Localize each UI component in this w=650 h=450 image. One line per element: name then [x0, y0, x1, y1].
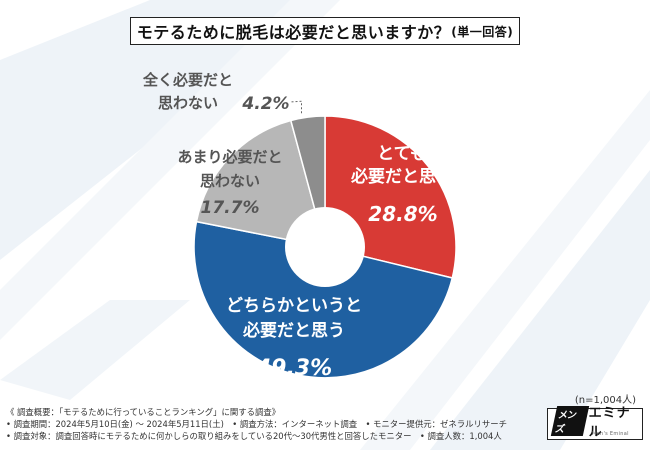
slice-label: 思わない: [200, 172, 260, 190]
slice-label: どちらかというと: [226, 296, 362, 316]
survey-target: • 調査対象：調査回答時にモテるために何かしらの取り組みをしている20代～30代…: [6, 431, 502, 441]
slice-value-label: 4.2%: [241, 94, 289, 114]
slice-label: とても: [377, 144, 427, 164]
slice-label: 必要だと思う: [350, 166, 453, 187]
survey-footnote: 《 調査概要：「モテるために行っていることランキング」に関する調査》 • 調査期…: [6, 406, 526, 442]
donut-hole: [285, 207, 365, 287]
chart-title-suffix: (単一回答): [451, 24, 514, 39]
donut-slice: [195, 119, 327, 248]
brand-logo: メンズ エミナル Men's Eminal: [547, 406, 643, 440]
slice-label: あまり必要だと: [177, 148, 282, 166]
slice-label: 全く必要だと: [142, 71, 233, 89]
slice-label: 必要だと思う: [242, 320, 345, 341]
logo-sub: Men's Eminal: [592, 431, 629, 437]
slice-value-label: 28.8%: [368, 202, 437, 226]
slice-value-label: 49.3%: [255, 356, 332, 381]
slice-label: 思わない: [158, 94, 218, 112]
sample-size: (n=1,004人): [574, 395, 636, 406]
logo-name: エミナル: [588, 406, 631, 440]
logo-tag: メンズ: [550, 406, 589, 436]
survey-period-method: • 調査期間：2024年5月10日(金) ～ 2024年5月11日(土) • 調…: [6, 419, 508, 429]
donut-slice: [193, 220, 454, 379]
chart-title-main: モテるために脱毛は必要だと思いますか？: [136, 23, 451, 42]
survey-overview: 《 調査概要：「モテるために行っていることランキング」に関する調査》: [6, 407, 281, 417]
leader-line: [289, 100, 302, 114]
slice-value-label: 17.7%: [201, 198, 260, 218]
chart-title: モテるために脱毛は必要だと思いますか？ (単一回答): [130, 17, 520, 45]
